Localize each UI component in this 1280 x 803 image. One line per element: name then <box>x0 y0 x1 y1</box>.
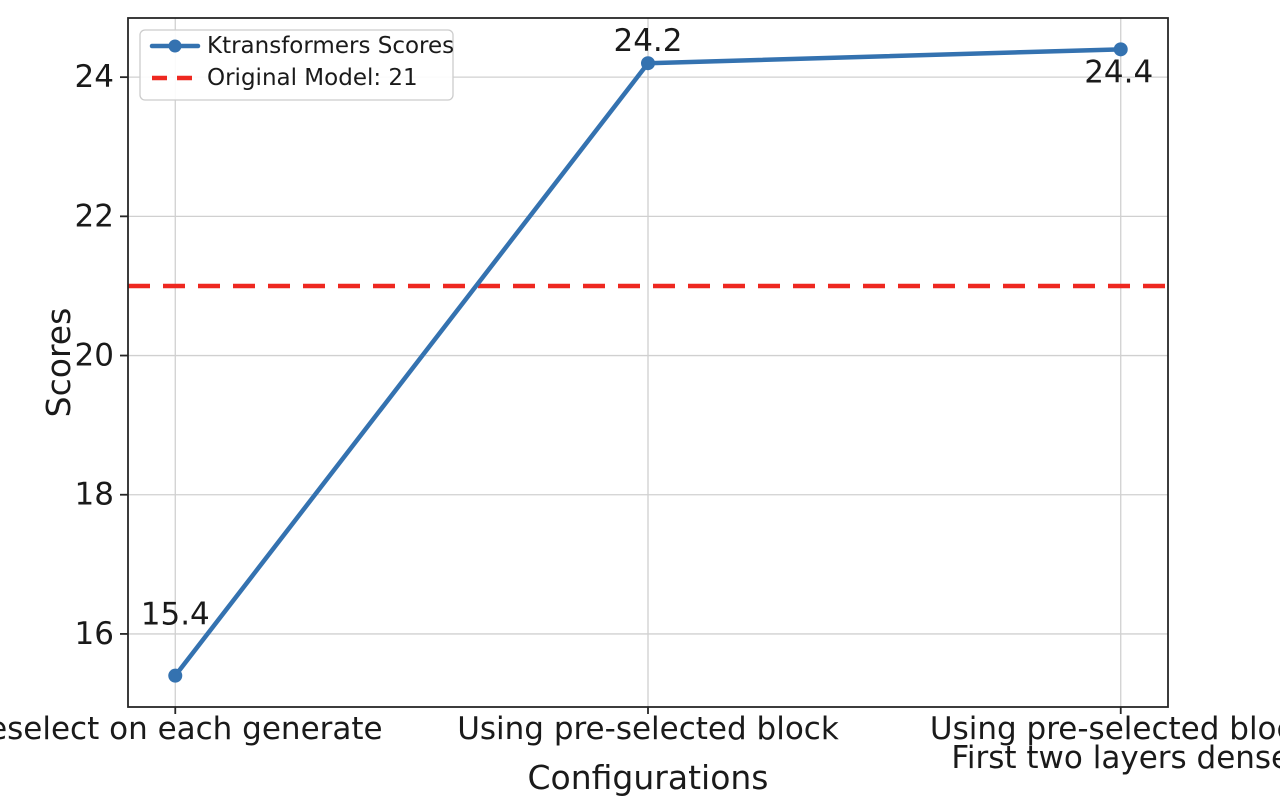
y-tick-label: 16 <box>75 616 114 652</box>
y-tick-label: 20 <box>75 338 114 374</box>
legend: Ktransformers Scores Original Model: 21 <box>139 29 454 101</box>
x-tick-label: Using pre-selected block <box>457 711 839 747</box>
data-point <box>641 56 655 71</box>
x-axis-label: Configurations <box>528 758 769 797</box>
legend-series-label: Ktransformers Scores <box>207 33 454 59</box>
legend-series-marker <box>168 39 182 53</box>
point-value-label: 24.4 <box>1084 54 1153 90</box>
y-tick-label: 22 <box>75 198 114 234</box>
legend-reference-label: Original Model: 21 <box>207 65 418 91</box>
x-tick-label: Using pre-selected block First two layers… <box>930 711 1280 776</box>
y-tick-label: 18 <box>75 477 114 513</box>
data-point <box>1113 42 1128 57</box>
point-value-label: 15.4 <box>141 597 210 633</box>
point-value-label: 24.2 <box>613 23 682 59</box>
y-axis-label: Scores <box>39 308 78 418</box>
data-point <box>168 668 183 683</box>
x-tick-label: Reselect on each generate <box>0 711 383 747</box>
legend-box <box>139 29 454 101</box>
y-tick-label: 24 <box>75 59 114 95</box>
